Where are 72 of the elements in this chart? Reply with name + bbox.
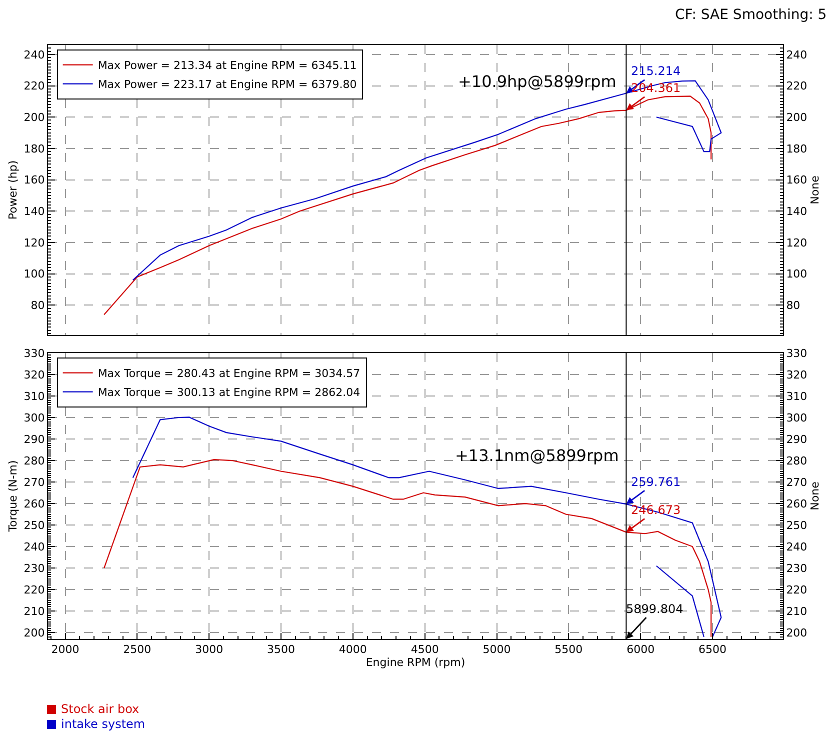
y2-tick-label: 310 bbox=[786, 390, 808, 403]
y2-tick-label: 270 bbox=[786, 476, 808, 489]
annotation: +10.9hp@5899rpm bbox=[458, 72, 616, 91]
y2-tick-label: 320 bbox=[786, 368, 808, 382]
y-tick-label: 280 bbox=[24, 454, 45, 468]
y2-tick-label: 140 bbox=[786, 205, 808, 218]
y2-tick-label: 230 bbox=[786, 562, 808, 575]
y2-tick-label: 240 bbox=[786, 540, 808, 554]
y-tick-label: 240 bbox=[24, 48, 45, 62]
x-tick-label: 4500 bbox=[410, 643, 439, 656]
y2-axis-title: None bbox=[808, 481, 822, 510]
legend-label: Max Power = 213.34 at Engine RPM = 6345.11 bbox=[98, 59, 357, 72]
y-tick-label: 180 bbox=[24, 142, 45, 156]
y2-tick-label: 80 bbox=[786, 299, 800, 312]
x-tick-label: 6000 bbox=[626, 643, 655, 656]
annotation: +13.1nm@5899rpm bbox=[455, 446, 619, 465]
y-tick-label: 220 bbox=[24, 80, 45, 93]
y-tick-label: 250 bbox=[24, 518, 45, 532]
y-tick-label: 120 bbox=[24, 236, 45, 250]
y2-tick-label: 100 bbox=[786, 268, 808, 281]
y-tick-label: 260 bbox=[24, 497, 45, 510]
legend-label: Max Torque = 300.13 at Engine RPM = 2862.04 bbox=[98, 386, 360, 400]
y2-tick-label: 300 bbox=[786, 411, 808, 424]
y-tick-label: 160 bbox=[24, 174, 45, 187]
annotation: 259.761 bbox=[631, 475, 681, 489]
y2-tick-label: 160 bbox=[786, 174, 808, 187]
y2-tick-label: 200 bbox=[786, 110, 808, 124]
text: Stock air box bbox=[61, 702, 140, 717]
y-tick-label: 140 bbox=[24, 205, 45, 218]
y-tick-label: 310 bbox=[24, 390, 45, 403]
text: intake system bbox=[61, 717, 146, 732]
y2-tick-label: 120 bbox=[786, 236, 808, 250]
y-tick-label: 80 bbox=[30, 299, 45, 312]
y-tick-label: 270 bbox=[24, 476, 45, 489]
y2-tick-label: 220 bbox=[786, 80, 808, 93]
y-axis-title: Power (hp) bbox=[6, 160, 20, 220]
y-tick-label: 220 bbox=[24, 583, 45, 596]
x-tick-label: 6500 bbox=[698, 643, 727, 656]
legend-label: Max Torque = 280.43 at Engine RPM = 3034.57 bbox=[98, 367, 360, 380]
y-tick-label: 210 bbox=[24, 604, 45, 618]
y-tick-label: 290 bbox=[24, 432, 45, 446]
y-tick-label: 330 bbox=[24, 346, 45, 360]
x-tick-label: 3500 bbox=[267, 643, 296, 656]
y2-tick-label: 210 bbox=[786, 604, 808, 618]
x-tick-label: 2000 bbox=[51, 643, 80, 656]
y-tick-label: 100 bbox=[24, 268, 45, 281]
y2-tick-label: 180 bbox=[786, 142, 808, 156]
y2-tick-label: 240 bbox=[786, 48, 808, 62]
x-axis-title: Engine RPM (rpm) bbox=[366, 656, 466, 670]
x-tick-label: 2500 bbox=[123, 643, 152, 656]
chart-subtitle: CF: SAE Smoothing: 5 bbox=[675, 7, 827, 23]
y2-tick-label: 260 bbox=[786, 497, 808, 510]
legend-label: Max Power = 223.17 at Engine RPM = 6379.80 bbox=[98, 78, 357, 92]
y-tick-label: 320 bbox=[24, 368, 45, 382]
y-tick-label: 300 bbox=[24, 411, 45, 424]
y-axis-title: Torque (N-m) bbox=[6, 460, 20, 533]
ref-line-label: 5899.804 bbox=[626, 602, 684, 616]
x-tick-label: 5000 bbox=[482, 643, 511, 656]
y2-tick-label: 290 bbox=[786, 432, 808, 446]
y2-tick-label: 200 bbox=[786, 626, 808, 640]
y-tick-label: 240 bbox=[24, 540, 45, 554]
y2-tick-label: 330 bbox=[786, 346, 808, 360]
y2-tick-label: 220 bbox=[786, 583, 808, 596]
y-tick-label: 200 bbox=[24, 626, 45, 640]
y2-tick-label: 280 bbox=[786, 454, 808, 468]
y2-tick-label: 250 bbox=[786, 518, 808, 532]
x-tick-label: 5500 bbox=[554, 643, 583, 656]
x-tick-label: 3000 bbox=[195, 643, 224, 656]
x-tick-label: 4000 bbox=[338, 643, 367, 656]
y-tick-label: 230 bbox=[24, 562, 45, 575]
y2-axis-title: None bbox=[808, 175, 822, 204]
y-tick-label: 200 bbox=[24, 110, 45, 124]
